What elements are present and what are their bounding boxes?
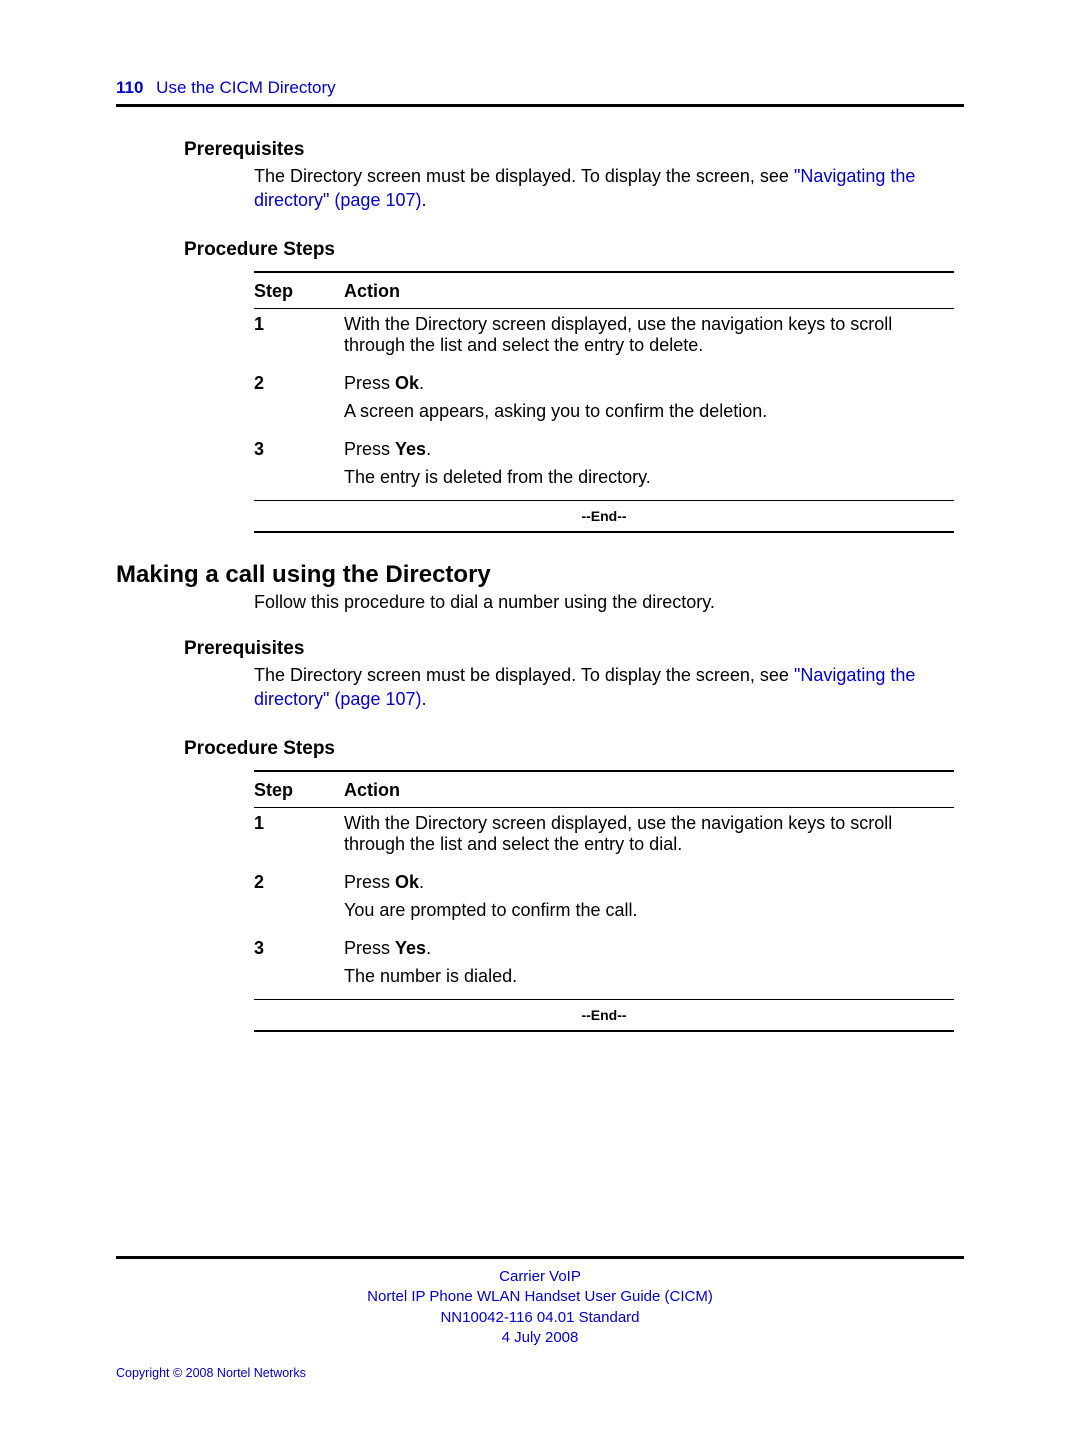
step-number: 3 bbox=[254, 439, 344, 495]
table-row: 1With the Directory screen displayed, us… bbox=[254, 808, 954, 867]
action-text: Press Ok. bbox=[344, 872, 954, 893]
prerequisites-heading-2: Prerequisites bbox=[184, 638, 964, 660]
prerequisites-heading-1: Prerequisites bbox=[184, 139, 964, 161]
col-header-action: Action bbox=[344, 780, 954, 801]
table-header-row: Step Action bbox=[254, 273, 954, 308]
prereq-after-1: . bbox=[421, 190, 426, 210]
footer-line-4: 4 July 2008 bbox=[116, 1328, 964, 1348]
action-cell: Press Yes. The entry is deleted from the … bbox=[344, 439, 954, 495]
action-text: With the Directory screen displayed, use… bbox=[344, 813, 954, 855]
page: 110 Use the CICM Directory Prerequisites… bbox=[0, 0, 1080, 1440]
footer-line-3: NN10042-116 04.01 Standard bbox=[116, 1308, 964, 1328]
col-header-action: Action bbox=[344, 281, 954, 302]
action-cell: With the Directory screen displayed, use… bbox=[344, 314, 954, 363]
prereq-text-2: The Directory screen must be displayed. … bbox=[254, 665, 794, 685]
procedure-steps-heading-2: Procedure Steps bbox=[184, 738, 964, 760]
page-footer: Carrier VoIP Nortel IP Phone WLAN Handse… bbox=[116, 1256, 964, 1380]
action-text: You are prompted to confirm the call. bbox=[344, 900, 954, 921]
table-row: 1With the Directory screen displayed, us… bbox=[254, 309, 954, 368]
action-text: The number is dialed. bbox=[344, 966, 954, 987]
action-text: The entry is deleted from the directory. bbox=[344, 467, 954, 488]
table-header-row: Step Action bbox=[254, 772, 954, 807]
step-number: 2 bbox=[254, 373, 344, 429]
procedure-table-1: Step Action 1With the Directory screen d… bbox=[254, 271, 954, 533]
action-text: A screen appears, asking you to confirm … bbox=[344, 401, 954, 422]
footer-rule bbox=[116, 1256, 964, 1259]
chapter-title: Use the CICM Directory bbox=[156, 78, 335, 97]
action-cell: Press Ok. A screen appears, asking you to… bbox=[344, 373, 954, 429]
step-number: 3 bbox=[254, 938, 344, 994]
action-text: Press Ok. bbox=[344, 373, 954, 394]
running-header: 110 Use the CICM Directory bbox=[116, 78, 964, 98]
action-text: Press Yes. bbox=[344, 439, 954, 460]
page-number: 110 bbox=[116, 78, 143, 97]
procedure-steps-heading-1: Procedure Steps bbox=[184, 239, 964, 261]
prereq-after-2: . bbox=[421, 689, 426, 709]
footer-line-1: Carrier VoIP bbox=[116, 1267, 964, 1287]
action-cell: Press Ok. You are prompted to confirm the… bbox=[344, 872, 954, 928]
action-text: Press Yes. bbox=[344, 938, 954, 959]
footer-text: Carrier VoIP Nortel IP Phone WLAN Handse… bbox=[116, 1267, 964, 1348]
col-header-step: Step bbox=[254, 780, 344, 801]
section-heading-making-call: Making a call using the Directory bbox=[116, 561, 964, 589]
table-row: 2Press Ok. You are prompted to confirm th… bbox=[254, 867, 954, 933]
step-number: 2 bbox=[254, 872, 344, 928]
step-number: 1 bbox=[254, 314, 344, 363]
end-marker-1: --End-- bbox=[254, 501, 954, 531]
table-row: 3Press Yes. The number is dialed. bbox=[254, 933, 954, 999]
table-row: 3Press Yes. The entry is deleted from the… bbox=[254, 434, 954, 500]
procedure-table-2: Step Action 1With the Directory screen d… bbox=[254, 770, 954, 1032]
section2-intro: Follow this procedure to dial a number u… bbox=[254, 591, 949, 615]
copyright-text: Copyright © 2008 Nortel Networks bbox=[116, 1366, 964, 1380]
table-rule bbox=[254, 531, 954, 533]
col-header-step: Step bbox=[254, 281, 344, 302]
action-cell: With the Directory screen displayed, use… bbox=[344, 813, 954, 862]
header-rule bbox=[116, 104, 964, 107]
footer-line-2: Nortel IP Phone WLAN Handset User Guide … bbox=[116, 1287, 964, 1307]
action-cell: Press Yes. The number is dialed. bbox=[344, 938, 954, 994]
table-row: 2Press Ok. A screen appears, asking you t… bbox=[254, 368, 954, 434]
prereq-text-1: The Directory screen must be displayed. … bbox=[254, 166, 794, 186]
end-marker-2: --End-- bbox=[254, 1000, 954, 1030]
prerequisites-text-1: The Directory screen must be displayed. … bbox=[254, 165, 949, 213]
action-text: With the Directory screen displayed, use… bbox=[344, 314, 954, 356]
prerequisites-text-2: The Directory screen must be displayed. … bbox=[254, 664, 949, 712]
table-rule bbox=[254, 1030, 954, 1032]
step-number: 1 bbox=[254, 813, 344, 862]
